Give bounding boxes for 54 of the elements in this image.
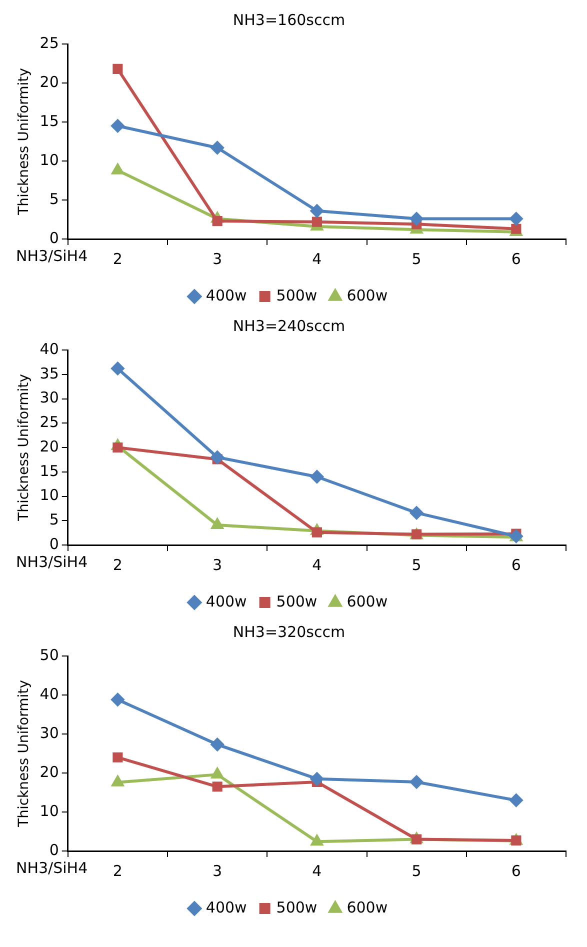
y-tick-label: 30	[40, 388, 59, 407]
x-tick-label: 4	[312, 862, 322, 880]
x-tick-label: 5	[412, 250, 422, 268]
y-tick-label: 40	[40, 684, 59, 703]
legend-label: 600w	[346, 898, 388, 916]
legend-label: 600w	[346, 286, 388, 304]
x-axis-title: NH3/SiH4	[16, 552, 88, 571]
y-tick-label: 10	[40, 802, 59, 820]
y-tick-label: 0	[49, 228, 59, 247]
x-tick-label: 5	[412, 556, 422, 574]
y-tick-label: 20	[40, 437, 59, 456]
legend-label: 400w	[206, 898, 247, 916]
x-tick-label: 4	[312, 556, 322, 574]
y-tick-label: 5	[49, 510, 59, 529]
y-tick-label: 10	[40, 486, 59, 504]
y-tick-label: 5	[49, 190, 59, 208]
y-tick-label: 25	[40, 34, 59, 52]
x-tick-label: 3	[212, 862, 222, 880]
legend-label: 600w	[346, 592, 388, 610]
x-tick-label: 2	[112, 556, 122, 574]
x-tick-label: 2	[112, 250, 122, 268]
x-tick-label: 2	[112, 862, 122, 880]
x-tick-label: 6	[511, 556, 521, 574]
x-tick-label: 3	[212, 556, 222, 574]
x-tick-label: 3	[212, 250, 222, 268]
legend-label: 400w	[206, 592, 247, 610]
x-axis-title: NH3/SiH4	[16, 246, 88, 265]
y-tick-label: 30	[40, 724, 59, 742]
y-tick-label: 40	[40, 340, 59, 358]
x-tick-label: 6	[511, 250, 521, 268]
x-tick-label: 5	[412, 862, 422, 880]
x-tick-label: 4	[312, 250, 322, 268]
legend-label: 500w	[276, 898, 318, 916]
y-axis-title: Thickness Uniformity	[16, 680, 32, 828]
y-tick-label: 10	[40, 150, 59, 169]
y-tick-label: 20	[40, 72, 59, 91]
y-tick-label: 0	[49, 534, 59, 553]
legend-label: 500w	[276, 592, 318, 610]
y-tick-label: 15	[40, 462, 59, 480]
y-tick-label: 20	[40, 762, 59, 781]
y-tick-label: 15	[40, 112, 59, 130]
chart-title: NH3=320sccm	[232, 622, 346, 641]
y-axis-title: Thickness Uniformity	[16, 374, 32, 522]
chart-title: NH3=160sccm	[232, 10, 346, 29]
y-tick-label: 50	[40, 646, 59, 664]
legend-label: 400w	[206, 286, 247, 304]
y-tick-label: 35	[40, 364, 59, 382]
legend-label: 500w	[276, 286, 318, 304]
x-axis-title: NH3/SiH4	[16, 858, 88, 877]
chart-title: NH3=240sccm	[232, 316, 346, 335]
y-axis-title: Thickness Uniformity	[16, 68, 32, 216]
y-tick-label: 25	[40, 413, 59, 432]
x-tick-label: 6	[511, 862, 521, 880]
y-tick-label: 0	[49, 840, 59, 859]
